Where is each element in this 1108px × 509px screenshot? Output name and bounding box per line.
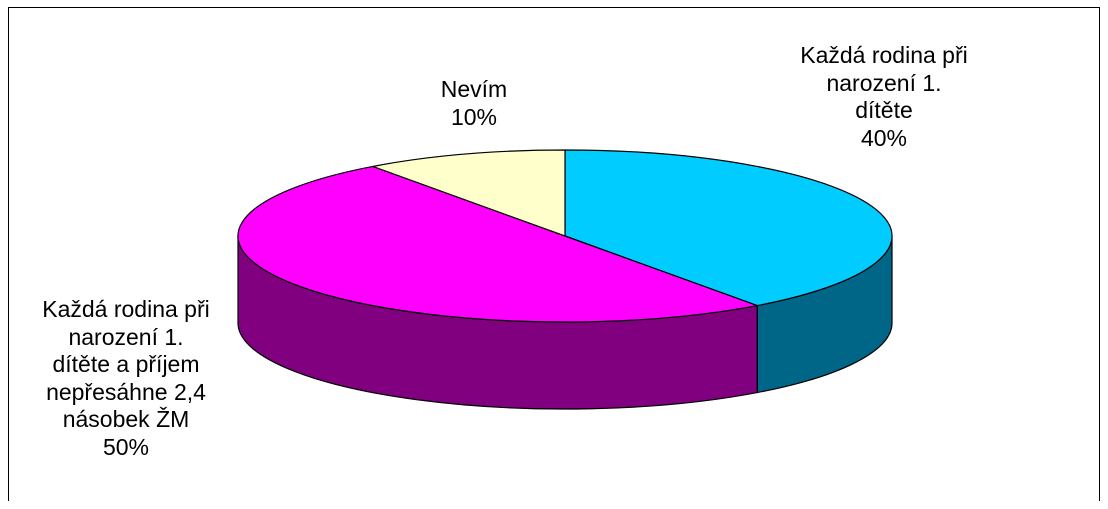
label-value: 50% [102, 433, 150, 460]
slice-top-3 [372, 149, 566, 237]
label-line: Každá rodina při [42, 296, 210, 322]
chart-area: Každá rodina při narození 1. dítěte 40% … [8, 7, 1100, 501]
label-line: dítěte a příjem [52, 351, 200, 377]
label-slice-3: Nevím 10% [389, 76, 559, 131]
label-slice-1: Každá rodina při narození 1. dítěte 40% [769, 42, 999, 152]
label-slice-2: Každá rodina při narození 1. dítěte a př… [9, 296, 243, 461]
label-line: Nevím [440, 76, 508, 102]
label-line: dítěte [855, 97, 913, 123]
label-line: Každá rodina při [800, 42, 968, 68]
slice-top-2 [237, 165, 758, 323]
label-value: 10% [450, 103, 498, 130]
label-line: nepřesáhne 2,4 [46, 378, 206, 405]
label-line: narození 1. [826, 69, 942, 96]
label-line: narození 1. [68, 323, 184, 350]
label-value: 40% [860, 124, 908, 151]
pie-chart [237, 149, 893, 410]
label-line: násobek ŽM [62, 406, 190, 432]
slice-top-1 [564, 149, 893, 307]
